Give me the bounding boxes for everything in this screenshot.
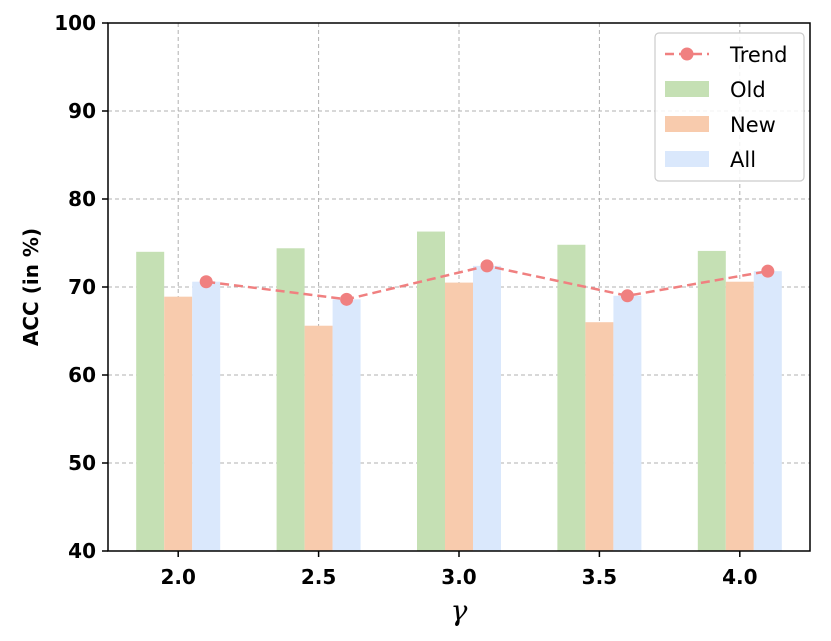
bar-old [417,231,445,551]
legend-swatch-old [665,81,709,97]
trend-point [761,264,775,278]
legend: Trend Old New All [654,32,805,182]
bar-all [753,271,782,551]
bars [136,231,782,552]
legend-label-old: Old [730,78,766,102]
y-tick-label: 70 [68,275,96,299]
y-axis: 40 50 60 70 80 90 100 [54,11,108,563]
x-axis: 2.0 2.5 3.0 3.5 4.0 [160,551,758,589]
bar-old [557,244,586,551]
bar-old [136,251,165,552]
bar-all [473,265,501,551]
legend-label-trend: Trend [729,43,787,67]
legend-swatch-all [665,151,709,167]
bar-all [192,281,221,551]
y-tick-label: 50 [68,451,96,475]
y-tick-label: 100 [54,11,96,35]
legend-label-all: All [730,148,756,172]
bar-old [276,248,305,551]
x-tick-label: 2.0 [160,565,195,589]
bar-new [445,282,473,551]
trend-point [340,292,354,306]
bar-new [164,296,193,551]
y-tick-label: 90 [68,99,96,123]
legend-frame [654,32,805,182]
trend-point [199,275,213,289]
trend-point [620,289,634,303]
trend-point [480,259,494,273]
y-tick-label: 80 [68,187,96,211]
x-tick-label: 3.0 [441,565,476,589]
legend-trend-marker [680,47,694,61]
bar-new [585,322,614,551]
y-axis-label: ACC (in %) [19,228,43,346]
bar-all [613,295,642,551]
trend-line [199,259,775,306]
legend-swatch-new [665,116,709,132]
y-tick-label: 60 [68,363,96,387]
bar-old [697,250,726,552]
x-tick-label: 4.0 [722,565,757,589]
x-tick-label: 3.5 [582,565,617,589]
bar-all [332,299,361,551]
legend-label-new: New [730,113,776,137]
bar-new [304,325,333,551]
bar-new [725,281,754,551]
x-axis-label: γ [451,594,468,627]
y-tick-label: 40 [68,539,96,563]
x-tick-label: 2.5 [301,565,336,589]
